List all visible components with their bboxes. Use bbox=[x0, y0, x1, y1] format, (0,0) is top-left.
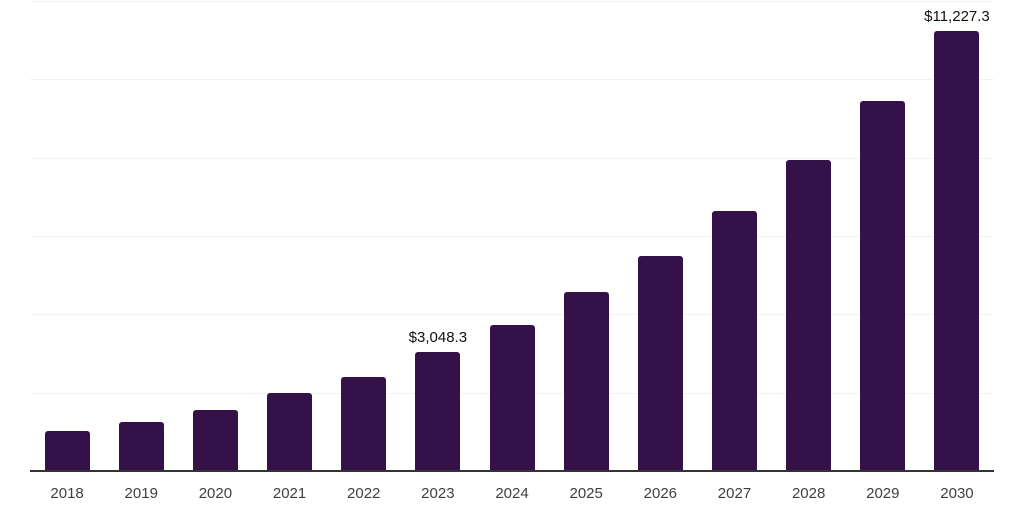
bars: $3,048.3 $11,227.3 bbox=[30, 1, 994, 471]
value-label-2023: $3,048.3 bbox=[408, 328, 468, 346]
x-axis-label-2025: 2025 bbox=[569, 484, 603, 502]
x-axis-labels: 2018 2019 2020 2021 2022 2023 2024 2025 2026 2027… bbox=[30, 482, 994, 504]
plot-area: $3,048.3 $11,227.3 bbox=[30, 1, 994, 471]
bar-2025 bbox=[563, 292, 609, 471]
x-axis-label-2026: 2026 bbox=[643, 484, 678, 502]
bar-2026 bbox=[637, 255, 683, 471]
bar-slot-2021 bbox=[252, 1, 326, 471]
bar-slot-2025 bbox=[549, 1, 623, 471]
bar-slot-2019 bbox=[104, 1, 178, 471]
bar-slot-2018 bbox=[30, 1, 104, 471]
gridline bbox=[30, 79, 994, 81]
x-axis-label-2021: 2021 bbox=[272, 484, 307, 502]
bar-2029 bbox=[860, 100, 906, 471]
x-axis-label-2023: 2023 bbox=[421, 484, 455, 502]
bar-slot-2027 bbox=[697, 1, 771, 471]
bar-slot-2020 bbox=[178, 1, 252, 471]
bar-slot-2026 bbox=[623, 1, 697, 471]
x-axis-label-2019: 2019 bbox=[124, 484, 158, 502]
x-axis-label-2028: 2028 bbox=[791, 484, 826, 502]
x-axis-label-2018: 2018 bbox=[50, 484, 84, 502]
bar-2028 bbox=[786, 160, 832, 471]
gridline bbox=[30, 236, 994, 237]
bar-2027 bbox=[711, 211, 757, 471]
bar-slot-2023: $3,048.3 bbox=[401, 1, 475, 471]
x-axis-line bbox=[30, 470, 994, 472]
bar-2019 bbox=[118, 422, 164, 471]
bar-slot-2030: $11,227.3 bbox=[920, 1, 994, 471]
x-axis-label-2020: 2020 bbox=[198, 484, 233, 502]
bar-slot-2029 bbox=[846, 1, 920, 471]
x-axis-label-2024: 2024 bbox=[495, 484, 529, 502]
bar-2023 bbox=[415, 351, 461, 471]
bar-2020 bbox=[192, 409, 238, 471]
gridline bbox=[30, 314, 994, 316]
bar-slot-2024 bbox=[475, 1, 549, 471]
bar-2018 bbox=[44, 431, 90, 471]
bar-2030 bbox=[934, 31, 980, 471]
x-axis-label-2027: 2027 bbox=[717, 484, 752, 502]
bar-2024 bbox=[489, 324, 535, 471]
x-axis-label-2022: 2022 bbox=[347, 484, 381, 502]
bar-slot-2022 bbox=[327, 1, 401, 471]
x-axis-label-2029: 2029 bbox=[866, 484, 900, 502]
value-label-2030: $11,227.3 bbox=[924, 8, 990, 26]
x-axis-label-2030: 2030 bbox=[940, 484, 974, 502]
bar-2021 bbox=[267, 393, 313, 471]
bar-2022 bbox=[341, 376, 387, 471]
bar-slot-2028 bbox=[772, 1, 846, 471]
gridline bbox=[30, 1, 994, 2]
gridline bbox=[30, 157, 994, 159]
